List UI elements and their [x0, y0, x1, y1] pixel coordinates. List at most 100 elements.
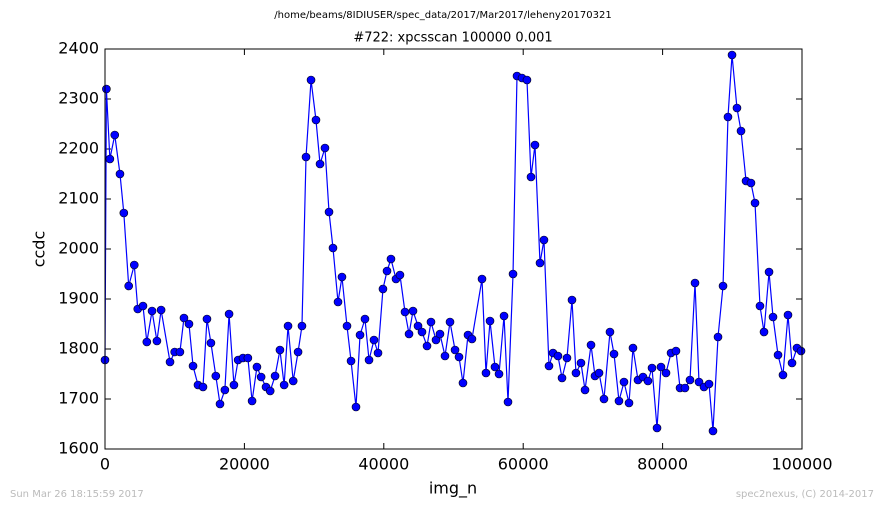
data-point — [458, 378, 468, 388]
data-point — [609, 349, 619, 359]
data-point — [152, 336, 162, 346]
chart-title: #722: xpcsscan 100000 0.001 — [353, 31, 552, 46]
data-point — [283, 321, 293, 331]
data-point — [156, 305, 166, 315]
y-tick-label: 2400 — [58, 39, 99, 58]
data-point — [485, 316, 495, 326]
data-point — [297, 321, 307, 331]
data-point — [382, 266, 392, 276]
x-tick-label: 100000 — [771, 455, 832, 474]
data-point — [119, 208, 129, 218]
data-point — [732, 103, 742, 113]
data-point — [796, 346, 806, 356]
data-point — [713, 332, 723, 342]
data-point — [142, 337, 152, 347]
data-point — [440, 351, 450, 361]
plot-frame — [104, 48, 803, 450]
data-point — [333, 297, 343, 307]
data-point — [580, 385, 590, 395]
data-point — [718, 281, 728, 291]
y-tick-label: 1700 — [58, 389, 99, 408]
data-point — [315, 159, 325, 169]
data-point — [165, 357, 175, 367]
data-point — [736, 126, 746, 136]
data-point — [450, 345, 460, 355]
data-point — [557, 373, 567, 383]
x-axis-label: img_n — [429, 479, 477, 499]
data-point — [652, 423, 662, 433]
data-point — [594, 368, 604, 378]
data-point — [490, 362, 500, 372]
data-point — [124, 281, 133, 291]
data-point — [671, 346, 681, 356]
data-point — [293, 347, 303, 357]
data-point — [342, 321, 352, 331]
data-point — [373, 348, 383, 358]
data-point — [530, 140, 540, 150]
data-point — [503, 397, 513, 407]
data-point — [129, 260, 139, 270]
y-tick-label: 2000 — [58, 239, 99, 258]
data-point — [586, 340, 596, 350]
data-point — [247, 396, 257, 406]
y-tick-label: 1600 — [58, 439, 99, 458]
data-point — [206, 338, 216, 348]
data-point — [386, 254, 396, 264]
data-point — [351, 402, 361, 412]
data-point — [605, 327, 615, 337]
data-point — [764, 267, 774, 277]
data-point — [311, 115, 321, 125]
data-point — [224, 309, 234, 319]
data-point — [220, 385, 230, 395]
data-point — [328, 243, 338, 253]
data-point — [571, 368, 581, 378]
data-point — [562, 353, 572, 363]
data-point — [301, 152, 311, 162]
x-tick-label: 40000 — [358, 455, 409, 474]
data-point — [539, 235, 549, 245]
data-point — [179, 313, 189, 323]
data-point — [211, 371, 221, 381]
data-point — [279, 380, 289, 390]
data-point — [454, 352, 464, 362]
data-point — [175, 347, 185, 357]
data-point — [619, 377, 629, 387]
data-point — [643, 376, 653, 386]
data-point — [522, 75, 532, 85]
data-point — [369, 335, 379, 345]
data-point — [408, 306, 418, 316]
data-point — [138, 301, 148, 311]
data-point — [647, 363, 657, 373]
data-point — [229, 380, 239, 390]
data-point — [494, 369, 504, 379]
x-tick-label: 0 — [100, 455, 110, 474]
data-point — [690, 278, 700, 288]
data-point — [746, 178, 756, 188]
data-point — [708, 426, 718, 436]
data-point — [680, 383, 690, 393]
data-point — [787, 358, 797, 368]
data-point — [435, 329, 445, 339]
data-point — [256, 372, 266, 382]
y-tick-label: 1900 — [58, 289, 99, 308]
data-point — [628, 343, 638, 353]
data-point — [535, 258, 545, 268]
data-point — [704, 379, 714, 389]
data-point — [553, 351, 563, 361]
data-point — [445, 317, 455, 327]
data-point — [110, 130, 120, 140]
data-point — [360, 314, 370, 324]
data-point — [378, 284, 388, 294]
data-point — [656, 362, 666, 372]
data-point — [624, 398, 634, 408]
data-point — [102, 84, 111, 94]
data-point — [288, 376, 298, 386]
footer-right: spec2nexus, (C) 2014-2017 — [736, 489, 874, 500]
data-point — [508, 269, 518, 279]
y-tick-label: 1800 — [58, 339, 99, 358]
data-point — [215, 399, 225, 409]
y-tick-label: 2200 — [58, 139, 99, 158]
data-point — [783, 310, 793, 320]
